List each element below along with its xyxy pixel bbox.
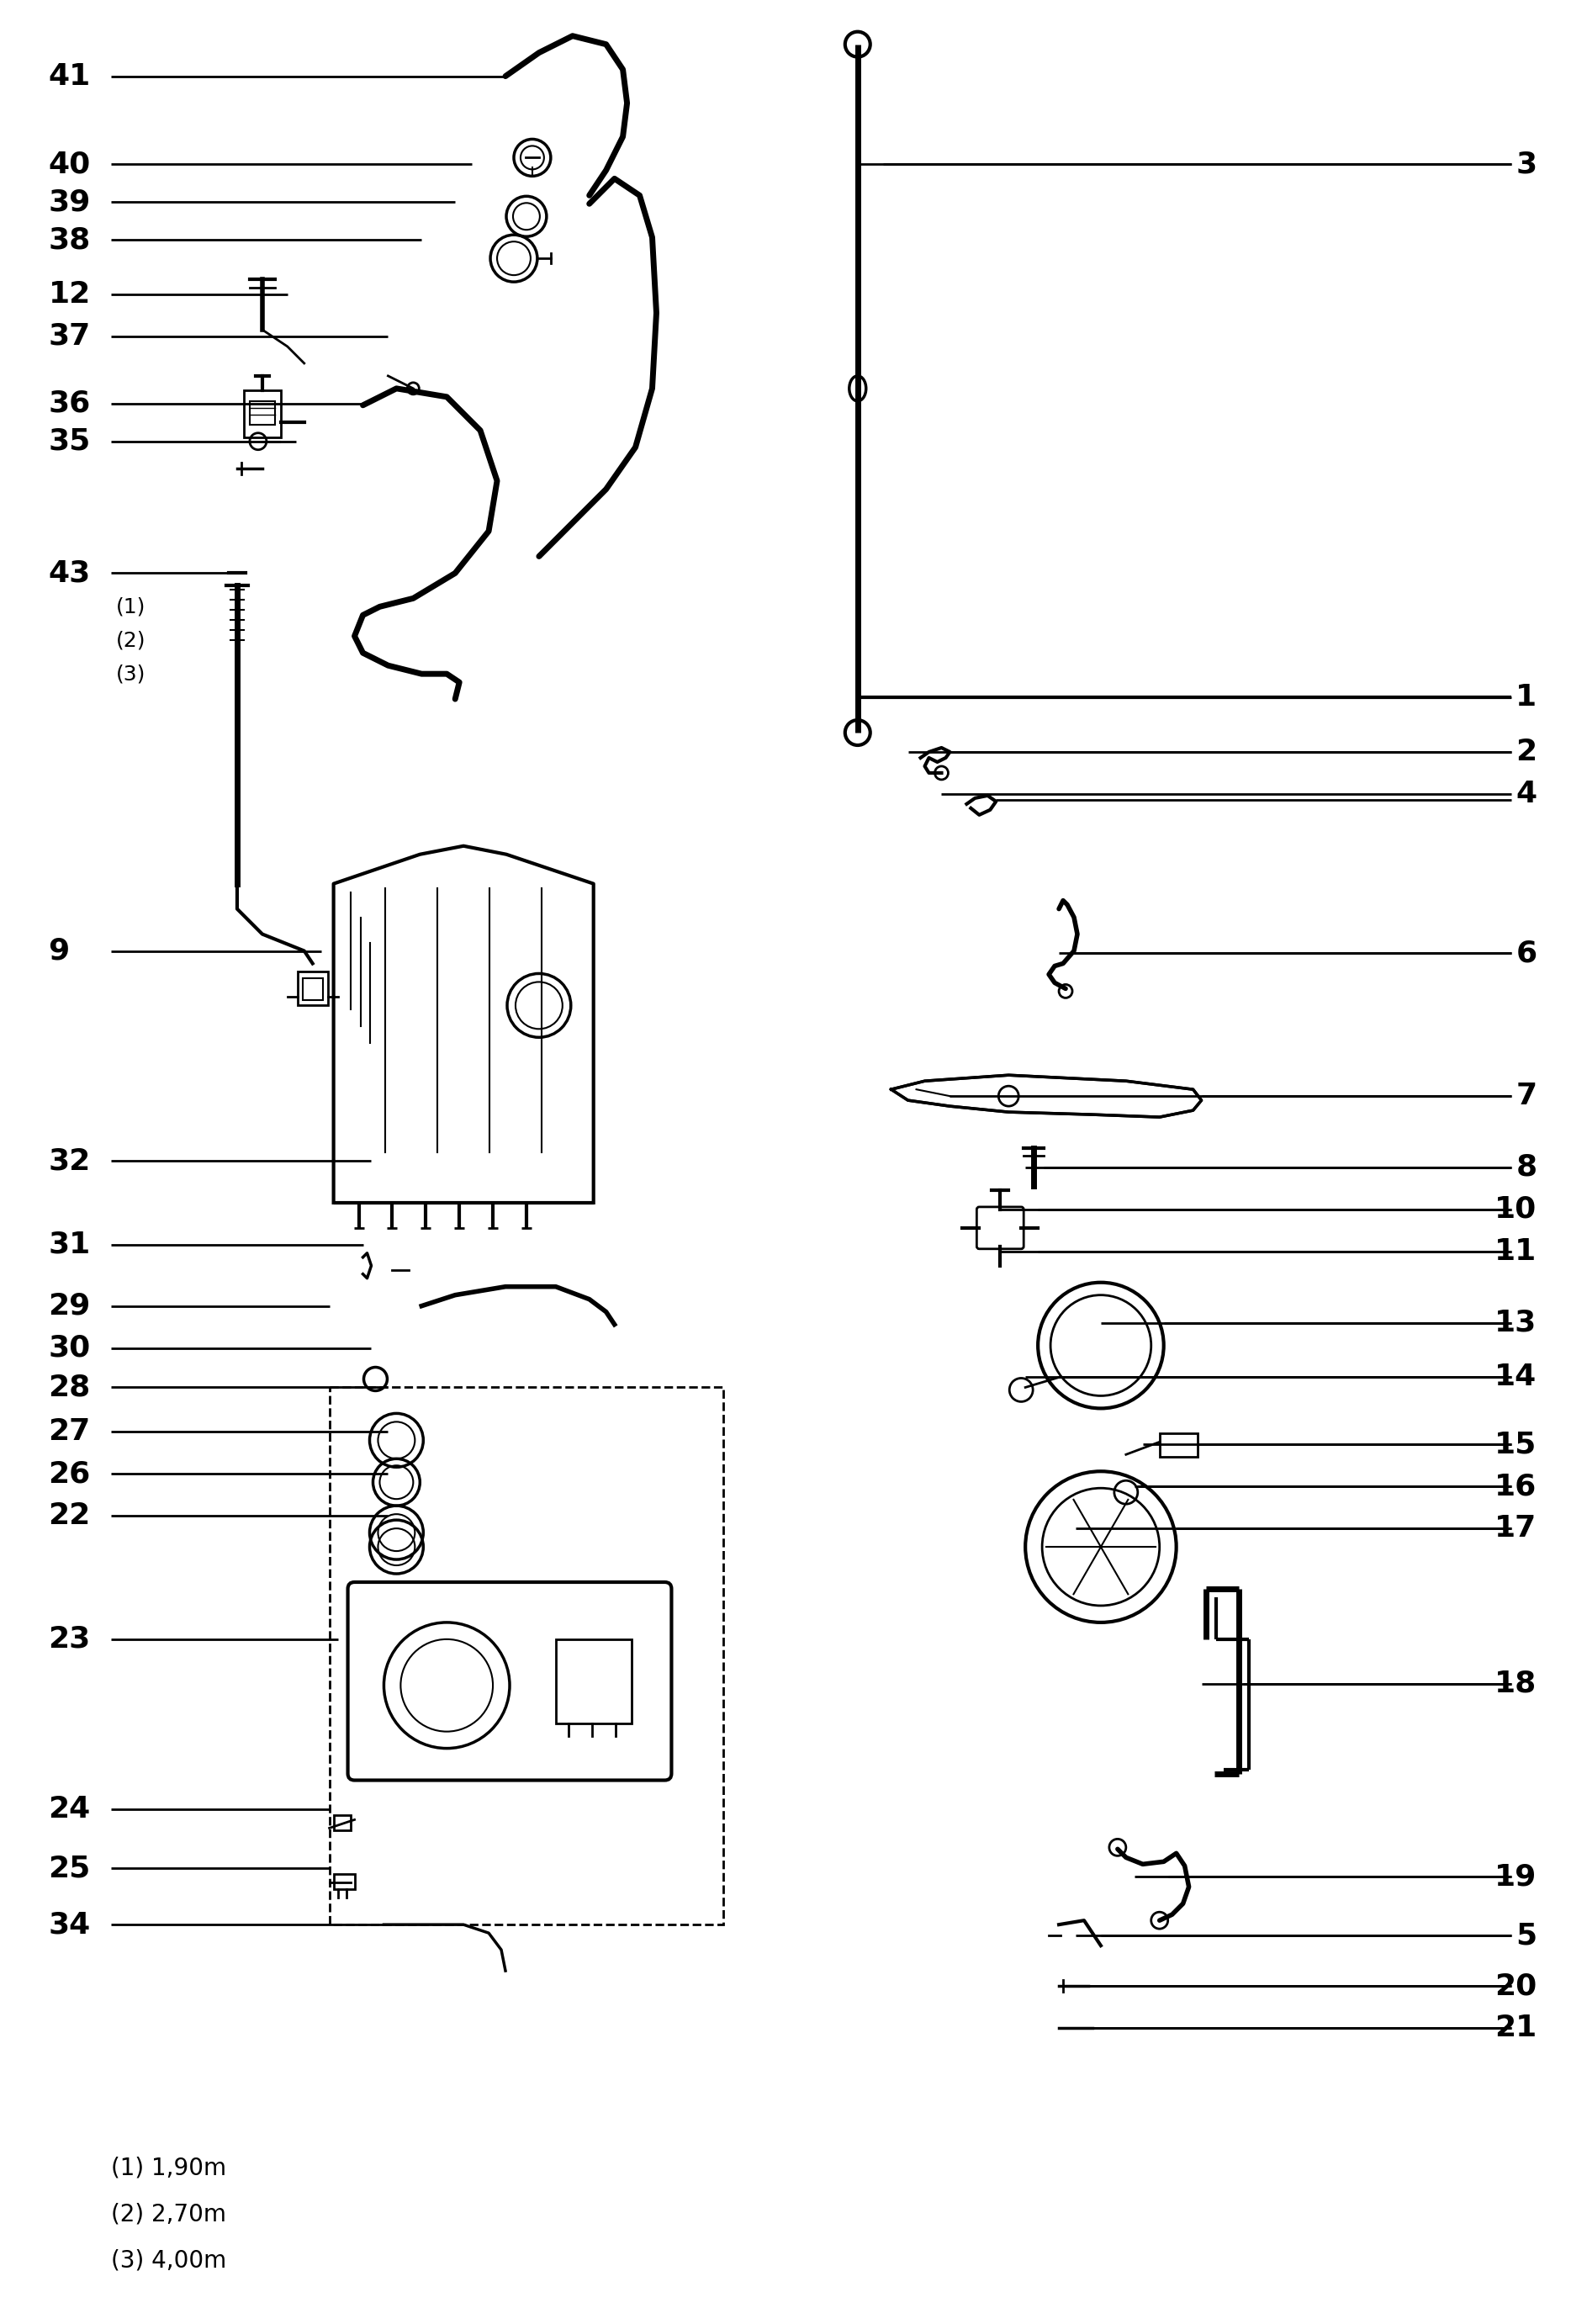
Text: 39: 39 [49,188,90,216]
Bar [303,978,322,999]
Text: 40: 40 [49,151,90,179]
Bar [555,1638,632,1722]
Text: (3): (3) [116,665,146,683]
Bar [244,390,281,437]
Text: 23: 23 [49,1624,90,1652]
Text: 3: 3 [1516,151,1536,179]
Text: (1): (1) [116,597,146,616]
Text: 18: 18 [1495,1669,1536,1699]
Bar [330,1387,724,1924]
Text: 35: 35 [49,428,90,456]
Text: (2): (2) [116,630,146,651]
Bar [297,971,327,1006]
Text: (3) 4,00m: (3) 4,00m [111,2250,227,2273]
Text: 11: 11 [1495,1236,1536,1267]
Bar [249,402,275,425]
Text: 38: 38 [49,225,90,253]
Text: 19: 19 [1495,1862,1536,1892]
Text: 30: 30 [49,1334,90,1362]
Text: 34: 34 [49,1910,90,1938]
Text: (1) 1,90m: (1) 1,90m [111,2157,227,2180]
Text: 9: 9 [49,937,70,964]
Text: 29: 29 [49,1292,90,1320]
Text: 6: 6 [1516,939,1536,967]
Text: 32: 32 [49,1146,90,1176]
Text: 1: 1 [1516,683,1536,711]
Bar [333,1815,351,1831]
Text: 12: 12 [49,281,90,309]
Text: 21: 21 [1495,2013,1536,2043]
Text: 43: 43 [49,558,90,588]
Circle shape [998,1085,1019,1106]
Text: 10: 10 [1495,1195,1536,1225]
Text: 27: 27 [49,1418,90,1446]
Text: 28: 28 [49,1373,90,1401]
Text: 26: 26 [49,1459,90,1487]
Text: 37: 37 [49,323,90,351]
Bar [1160,1434,1197,1457]
Text: 31: 31 [49,1229,90,1260]
Text: 24: 24 [49,1796,90,1824]
Text: 20: 20 [1495,1971,1536,2001]
Text: 4: 4 [1516,779,1536,809]
Text: 16: 16 [1495,1471,1536,1501]
Text: 15: 15 [1495,1429,1536,1459]
Text: (2) 2,70m: (2) 2,70m [111,2203,227,2226]
Text: 22: 22 [49,1501,90,1529]
Text: 41: 41 [49,63,90,91]
Text: 8: 8 [1516,1153,1536,1183]
Bar [333,1873,354,1889]
Text: 36: 36 [49,390,90,418]
Text: 13: 13 [1495,1308,1536,1336]
Text: 2: 2 [1516,737,1536,767]
Text: 17: 17 [1495,1515,1536,1543]
Text: 7: 7 [1516,1081,1536,1111]
Text: 25: 25 [49,1855,90,1882]
Polygon shape [892,1076,1201,1118]
Text: 5: 5 [1516,1922,1536,1950]
Text: 14: 14 [1495,1362,1536,1392]
